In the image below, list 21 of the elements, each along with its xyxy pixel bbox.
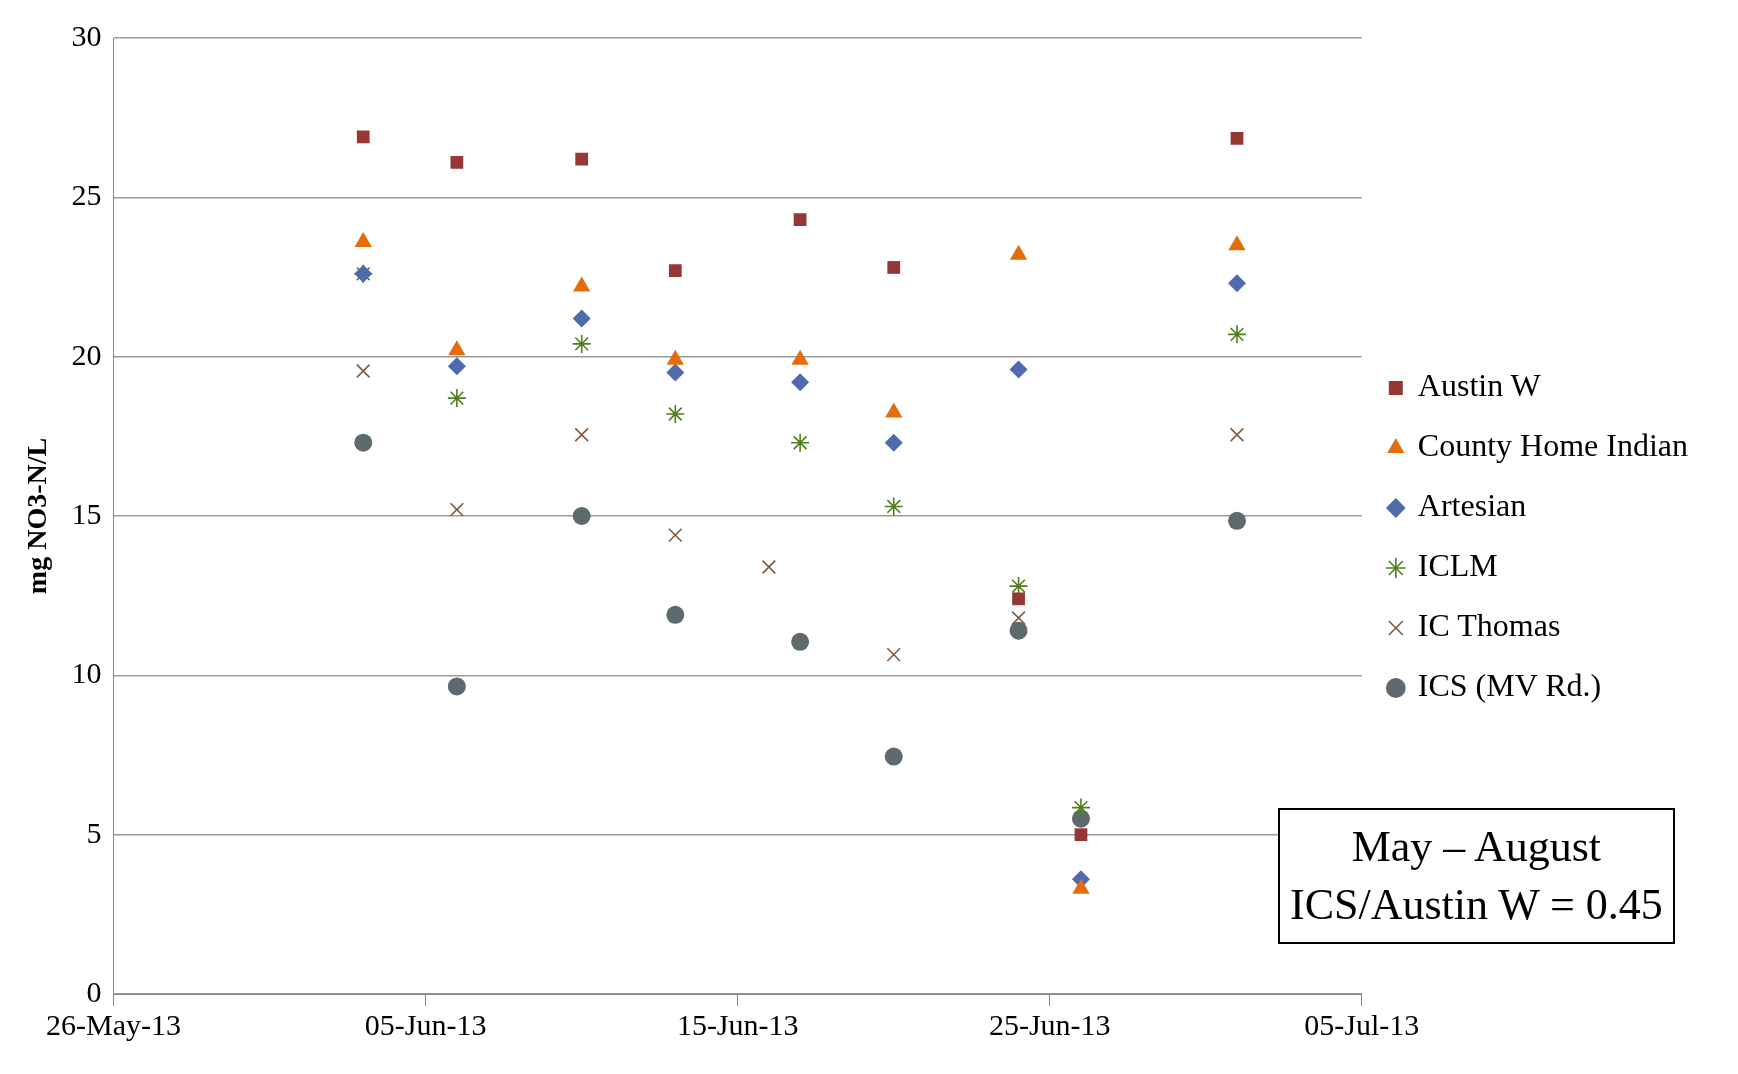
legend-label: ICLM: [1417, 547, 1498, 584]
annotation: May – August: [1350, 821, 1603, 873]
x-tick-label: 15-Jun-13: [676, 1007, 799, 1041]
legend-label: Artesian: [1417, 487, 1527, 524]
x-tick-label: 05-Jul-13: [1304, 1007, 1420, 1041]
x-tick-label: 25-Jun-13: [988, 1007, 1111, 1041]
legend-label: ICS (MV Rd.): [1417, 667, 1602, 704]
annotation: ICS/Austin W = 0.45: [1290, 879, 1663, 931]
x-tick-label: 26-May-13: [46, 1007, 182, 1041]
y-axis-title: mg NO3-N/L: [21, 437, 53, 595]
y-tick-label: 5: [86, 815, 102, 849]
x-tick-label: 05-Jun-13: [364, 1007, 487, 1041]
y-tick-label: 0: [86, 974, 102, 1008]
y-tick-label: 30: [71, 18, 102, 52]
legend-label: IC Thomas: [1417, 607, 1561, 644]
legend-label: County Home Indian: [1417, 427, 1688, 464]
y-tick-label: 10: [71, 656, 102, 690]
y-tick-label: 15: [71, 496, 102, 530]
legend-label: Austin W: [1417, 367, 1542, 404]
y-tick-label: 20: [71, 337, 102, 371]
y-tick-label: 25: [71, 178, 102, 212]
